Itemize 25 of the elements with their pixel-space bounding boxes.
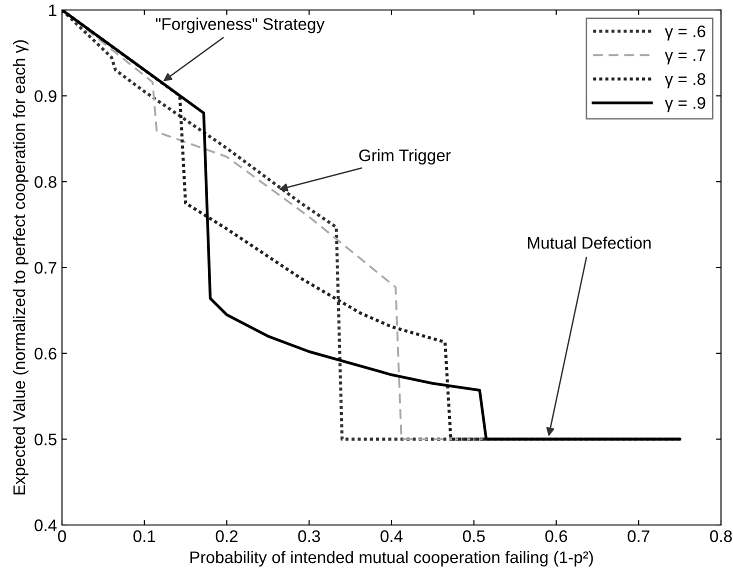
x-tick-label: 0.4 [380, 530, 403, 542]
y-tick-label: 0.7 [34, 262, 56, 274]
y-tick-label: 0.5 [34, 434, 56, 446]
y-tick-label: 0.4 [34, 519, 57, 532]
legend-label: γ = .9 [664, 97, 706, 112]
x-axis-title: Probability of intended mutual cooperation failing (1-p²) [190, 550, 593, 566]
x-tick-label: 0.1 [133, 530, 156, 542]
x-tick-label: 0.5 [462, 530, 485, 542]
y-tick-label: 0.6 [34, 348, 56, 360]
x-tick-label: 0.7 [628, 530, 650, 542]
y-tick-label: 1 [49, 4, 56, 16]
legend-label: γ = .6 [664, 25, 706, 41]
x-tick-label: 0.3 [298, 530, 320, 542]
y-tick-label: 0.8 [34, 176, 56, 188]
annotation: Mutual Defection [528, 236, 651, 249]
annotation: "Forgiveness" Strategy [156, 18, 325, 34]
legend-label: γ = .8 [664, 73, 706, 88]
y-tick-label: 0.9 [34, 90, 56, 102]
annotation: Grim Trigger [359, 149, 451, 165]
x-tick-label: 0.6 [545, 530, 568, 542]
x-tick-label: 0 [58, 530, 66, 542]
legend-label: γ = .7 [664, 49, 706, 64]
x-tick-label: 0.8 [710, 530, 732, 542]
x-tick-label: 0.2 [216, 530, 238, 542]
y-axis-title: Expected Value (normalized to perfect cooperation for each γ) [12, 40, 28, 494]
